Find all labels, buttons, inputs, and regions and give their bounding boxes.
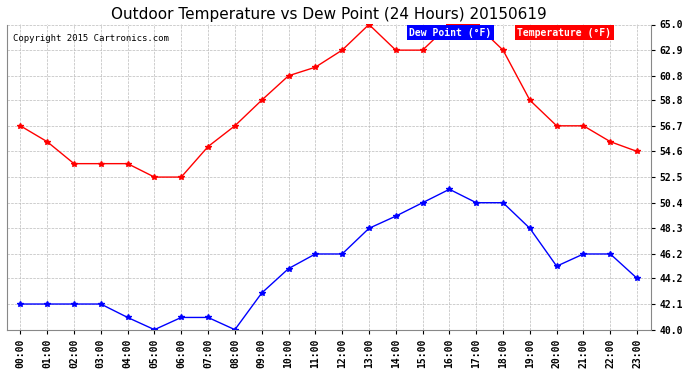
- Text: Dew Point (°F): Dew Point (°F): [409, 27, 491, 38]
- Text: Copyright 2015 Cartronics.com: Copyright 2015 Cartronics.com: [13, 34, 169, 43]
- Title: Outdoor Temperature vs Dew Point (24 Hours) 20150619: Outdoor Temperature vs Dew Point (24 Hou…: [111, 7, 546, 22]
- Text: Temperature (°F): Temperature (°F): [518, 27, 611, 38]
